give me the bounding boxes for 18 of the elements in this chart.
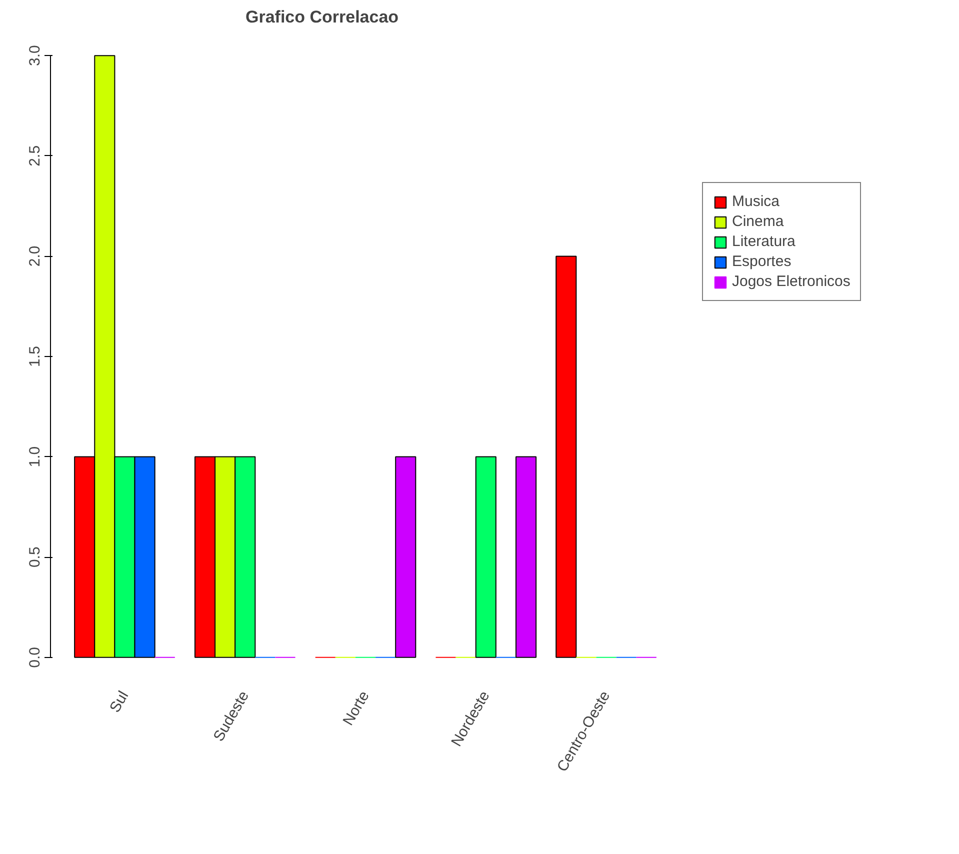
chart-title: Grafico Correlacao bbox=[246, 8, 399, 26]
legend-label: Literatura bbox=[732, 233, 796, 250]
legend-label: Musica bbox=[732, 193, 780, 210]
y-tick-label: 3.0 bbox=[26, 45, 44, 66]
y-tick-label: 2.0 bbox=[26, 246, 44, 267]
y-tick-label: 0.0 bbox=[26, 646, 44, 668]
bar bbox=[515, 456, 537, 658]
legend-label: Cinema bbox=[732, 213, 784, 230]
x-tick-label: Sul bbox=[106, 688, 132, 716]
y-tick-label: 0.5 bbox=[26, 546, 44, 568]
bar bbox=[475, 456, 496, 658]
bar bbox=[556, 256, 577, 658]
bar bbox=[395, 456, 416, 658]
y-tick-label: 2.5 bbox=[26, 145, 44, 166]
y-tick-label: 1.5 bbox=[26, 346, 44, 367]
legend-label: Jogos Eletronicos bbox=[732, 273, 850, 290]
legend-label: Esportes bbox=[732, 253, 792, 270]
y-tick-label: 1.0 bbox=[26, 446, 44, 468]
